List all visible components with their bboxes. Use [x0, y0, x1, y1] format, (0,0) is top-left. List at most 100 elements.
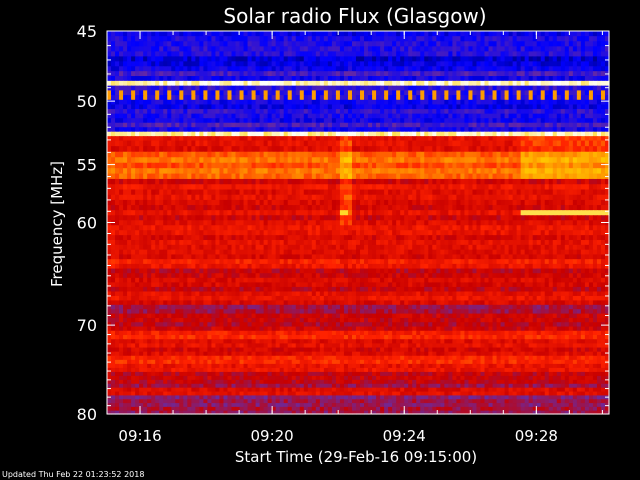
heatmap-cell: [235, 178, 241, 185]
heatmap-cell: [540, 127, 546, 133]
heatmap-cell: [440, 99, 445, 106]
heatmap-cell: [412, 122, 417, 128]
heatmap-cell: [139, 220, 144, 226]
heatmap-cell: [187, 220, 192, 226]
heatmap-cell: [331, 157, 337, 164]
heatmap-cell: [195, 36, 200, 42]
heatmap-cell: [592, 178, 598, 185]
heatmap-cell: [476, 66, 482, 72]
heatmap-cell: [203, 157, 208, 164]
heatmap-cell: [343, 99, 349, 106]
heatmap-cell: [516, 194, 522, 201]
heatmap-cell: [484, 61, 490, 67]
heatmap-cell: [159, 146, 164, 153]
heatmap-cell: [151, 146, 156, 153]
heatmap-cell: [231, 162, 237, 169]
heatmap-cell: [195, 140, 200, 147]
heatmap-cell: [271, 127, 277, 133]
heatmap-cell: [195, 99, 200, 106]
heatmap-cell: [592, 113, 598, 119]
heatmap-cell: [368, 184, 373, 191]
heatmap-cell: [259, 215, 265, 221]
heatmap-cell: [588, 194, 594, 201]
heatmap-cell: [219, 122, 225, 128]
heatmap-cell: [219, 61, 225, 67]
heatmap-cell: [175, 178, 180, 185]
heatmap-cell: [512, 61, 518, 67]
heatmap-cell: [243, 109, 249, 115]
heatmap-cell: [239, 36, 245, 42]
heatmap-cell: [416, 220, 421, 226]
heatmap-cell: [600, 31, 606, 37]
heatmap-cell: [604, 80, 610, 87]
heatmap-cell: [267, 36, 273, 42]
heatmap-cell: [392, 189, 397, 196]
heatmap-cell: [372, 56, 377, 62]
heatmap-cell: [247, 31, 253, 37]
heatmap-cell: [396, 210, 401, 216]
heatmap-cell: [119, 61, 124, 67]
heatmap-cell: [392, 184, 397, 191]
heatmap-cell: [384, 76, 389, 82]
heatmap-cell: [147, 225, 152, 231]
heatmap-cell: [376, 140, 381, 147]
heatmap-cell: [219, 95, 225, 101]
heatmap-cell: [580, 140, 586, 147]
heatmap-cell: [231, 168, 237, 175]
heatmap-cell: [195, 61, 200, 67]
heatmap-cell: [131, 95, 136, 101]
heatmap-cell: [392, 41, 397, 47]
heatmap-cell: [211, 71, 217, 77]
heatmap-cell: [247, 51, 253, 57]
heatmap-cell: [456, 46, 462, 52]
heatmap-cell: [436, 189, 441, 196]
heatmap-cell: [355, 194, 361, 201]
heatmap-cell: [175, 151, 180, 158]
heatmap-cell: [528, 46, 534, 52]
heatmap-cell: [360, 61, 365, 67]
heatmap-cell: [436, 220, 441, 226]
heatmap-cell: [139, 90, 144, 96]
heatmap-cell: [592, 127, 598, 133]
heatmap-cell: [500, 131, 506, 137]
heatmap-cell: [468, 162, 474, 169]
heatmap-cell: [520, 140, 526, 147]
heatmap-cell: [372, 215, 377, 221]
heatmap-cell: [460, 162, 466, 169]
heatmap-cell: [235, 113, 241, 119]
heatmap-cell: [500, 113, 506, 119]
heatmap-cell: [560, 173, 566, 180]
heatmap-cell: [600, 90, 606, 96]
heatmap-cell: [307, 173, 313, 180]
heatmap-cell: [167, 46, 172, 52]
heatmap-cell: [552, 199, 558, 206]
heatmap-cell: [552, 66, 558, 72]
heatmap-cell: [311, 99, 317, 106]
heatmap-cell: [191, 109, 196, 115]
heatmap-cell: [496, 56, 502, 62]
heatmap-cell: [275, 85, 281, 91]
heatmap-cell: [412, 184, 417, 191]
heatmap-cell: [512, 46, 518, 52]
heatmap-cell: [452, 61, 457, 67]
heatmap-cell: [504, 122, 510, 128]
heatmap-cell: [412, 205, 417, 211]
heatmap-cell: [488, 61, 494, 67]
heatmap-cell: [588, 118, 594, 124]
heatmap-cell: [299, 189, 305, 196]
heatmap-cell: [464, 118, 470, 124]
heatmap-cell: [392, 127, 397, 133]
heatmap-cell: [544, 225, 550, 231]
heatmap-cell: [476, 140, 482, 147]
heatmap-cell: [119, 36, 124, 42]
heatmap-cell: [343, 184, 349, 191]
heatmap-cell: [548, 168, 554, 175]
heatmap-cell: [279, 80, 285, 87]
heatmap-cell: [556, 215, 562, 221]
heatmap-cell: [376, 168, 381, 175]
heatmap-cell: [263, 31, 269, 37]
heatmap-cell: [440, 61, 445, 67]
heatmap-cell: [163, 61, 168, 67]
heatmap-cell: [492, 215, 498, 221]
